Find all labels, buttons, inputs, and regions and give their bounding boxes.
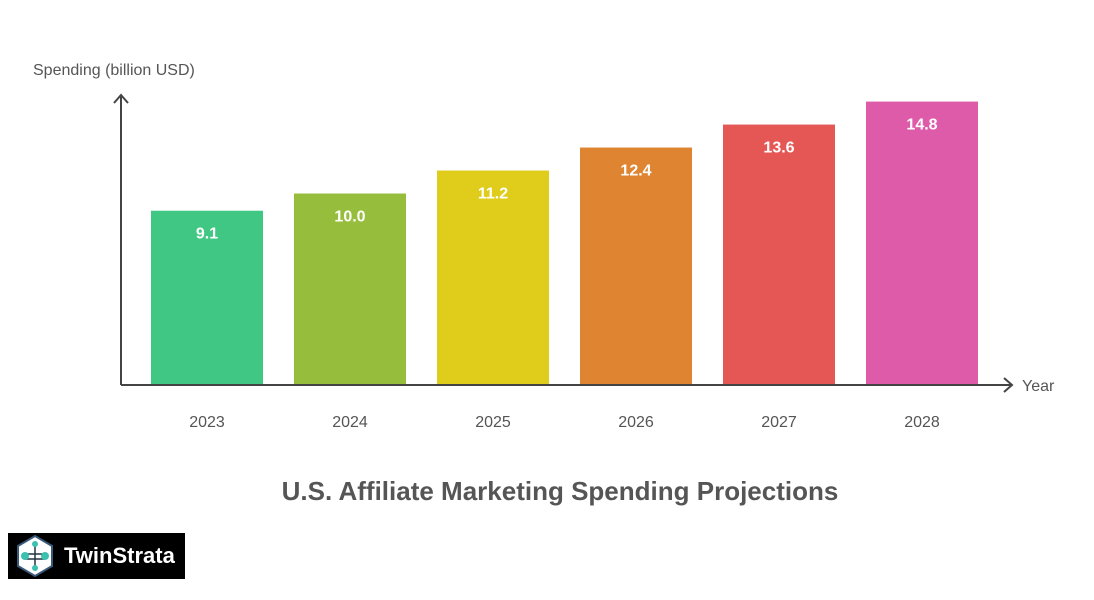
bar-2023 [151,210,263,384]
logo: TwinStrata [8,533,185,579]
network-hexagon-icon [17,534,53,578]
y-axis-label: Spending (billion USD) [33,62,195,79]
data-label: 10.0 [334,209,365,226]
x-tick-label: 2027 [761,414,797,431]
x-tick-label: 2025 [475,414,511,431]
bar-2026 [580,147,692,384]
data-label: 13.6 [763,140,794,157]
data-label: 11.2 [478,186,508,203]
bar-2025 [437,170,549,384]
data-label: 14.8 [906,117,937,134]
data-label: 9.1 [196,226,218,243]
x-tick-label: 2023 [189,414,225,431]
x-axis-label: Year [1022,378,1055,395]
logo-text: TwinStrata [64,543,175,568]
y-axis-arrow-icon [113,93,129,104]
bar-2028 [866,101,978,384]
x-tick-label: 2028 [904,414,940,431]
x-tick-label: 2026 [618,414,654,431]
x-axis-arrow-icon [1003,377,1014,393]
bar-2024 [294,193,406,384]
data-label: 12.4 [620,163,651,180]
bar-2027 [723,124,835,384]
chart-title: U.S. Affiliate Marketing Spending Projec… [281,476,839,506]
x-tick-label: 2024 [332,414,368,431]
